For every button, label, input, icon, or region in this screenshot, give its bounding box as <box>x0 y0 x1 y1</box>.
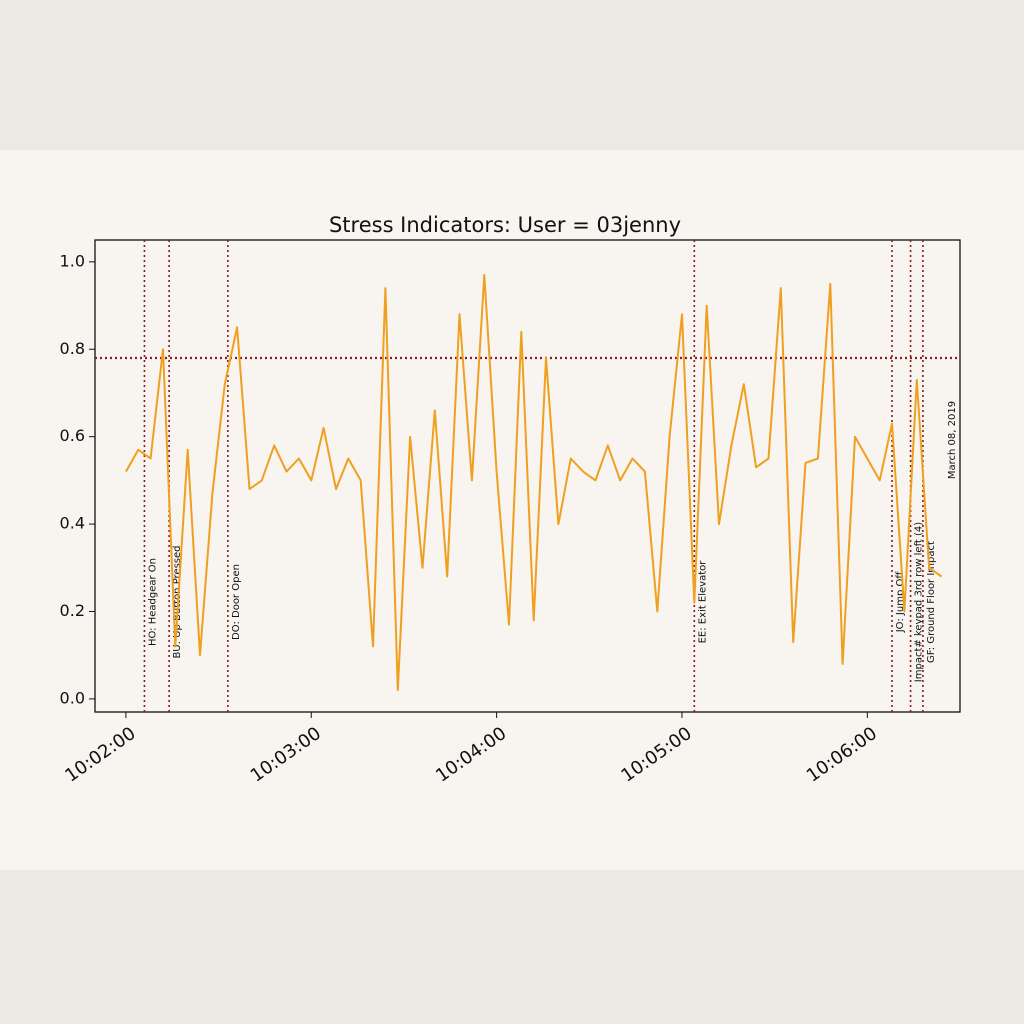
y-tick-label: 0.8 <box>60 339 85 358</box>
side-note: March 08, 2019 <box>947 401 958 479</box>
series-line <box>125 274 943 692</box>
event-label: EE: Exit Elevator <box>697 560 708 644</box>
y-tick-label: 0.2 <box>60 601 85 620</box>
y-tick-label: 0.0 <box>60 688 85 707</box>
chart-title: Stress Indicators: User = 03jenny <box>329 213 681 237</box>
y-tick-label: 1.0 <box>60 251 85 270</box>
paper <box>0 150 1024 870</box>
event-label: GF: Ground Floor Impact <box>926 541 937 663</box>
event-label: DO: Door Open <box>231 564 242 640</box>
event-label: HO: Headgear On <box>147 558 158 646</box>
y-tick-label: 0.6 <box>60 426 85 445</box>
event-label: JO: Jump Off <box>895 571 906 634</box>
event-label: Impact# keypad 3rd row left (4) <box>914 522 925 682</box>
plot-frame <box>94 239 961 713</box>
y-tick-label: 0.4 <box>60 514 85 533</box>
